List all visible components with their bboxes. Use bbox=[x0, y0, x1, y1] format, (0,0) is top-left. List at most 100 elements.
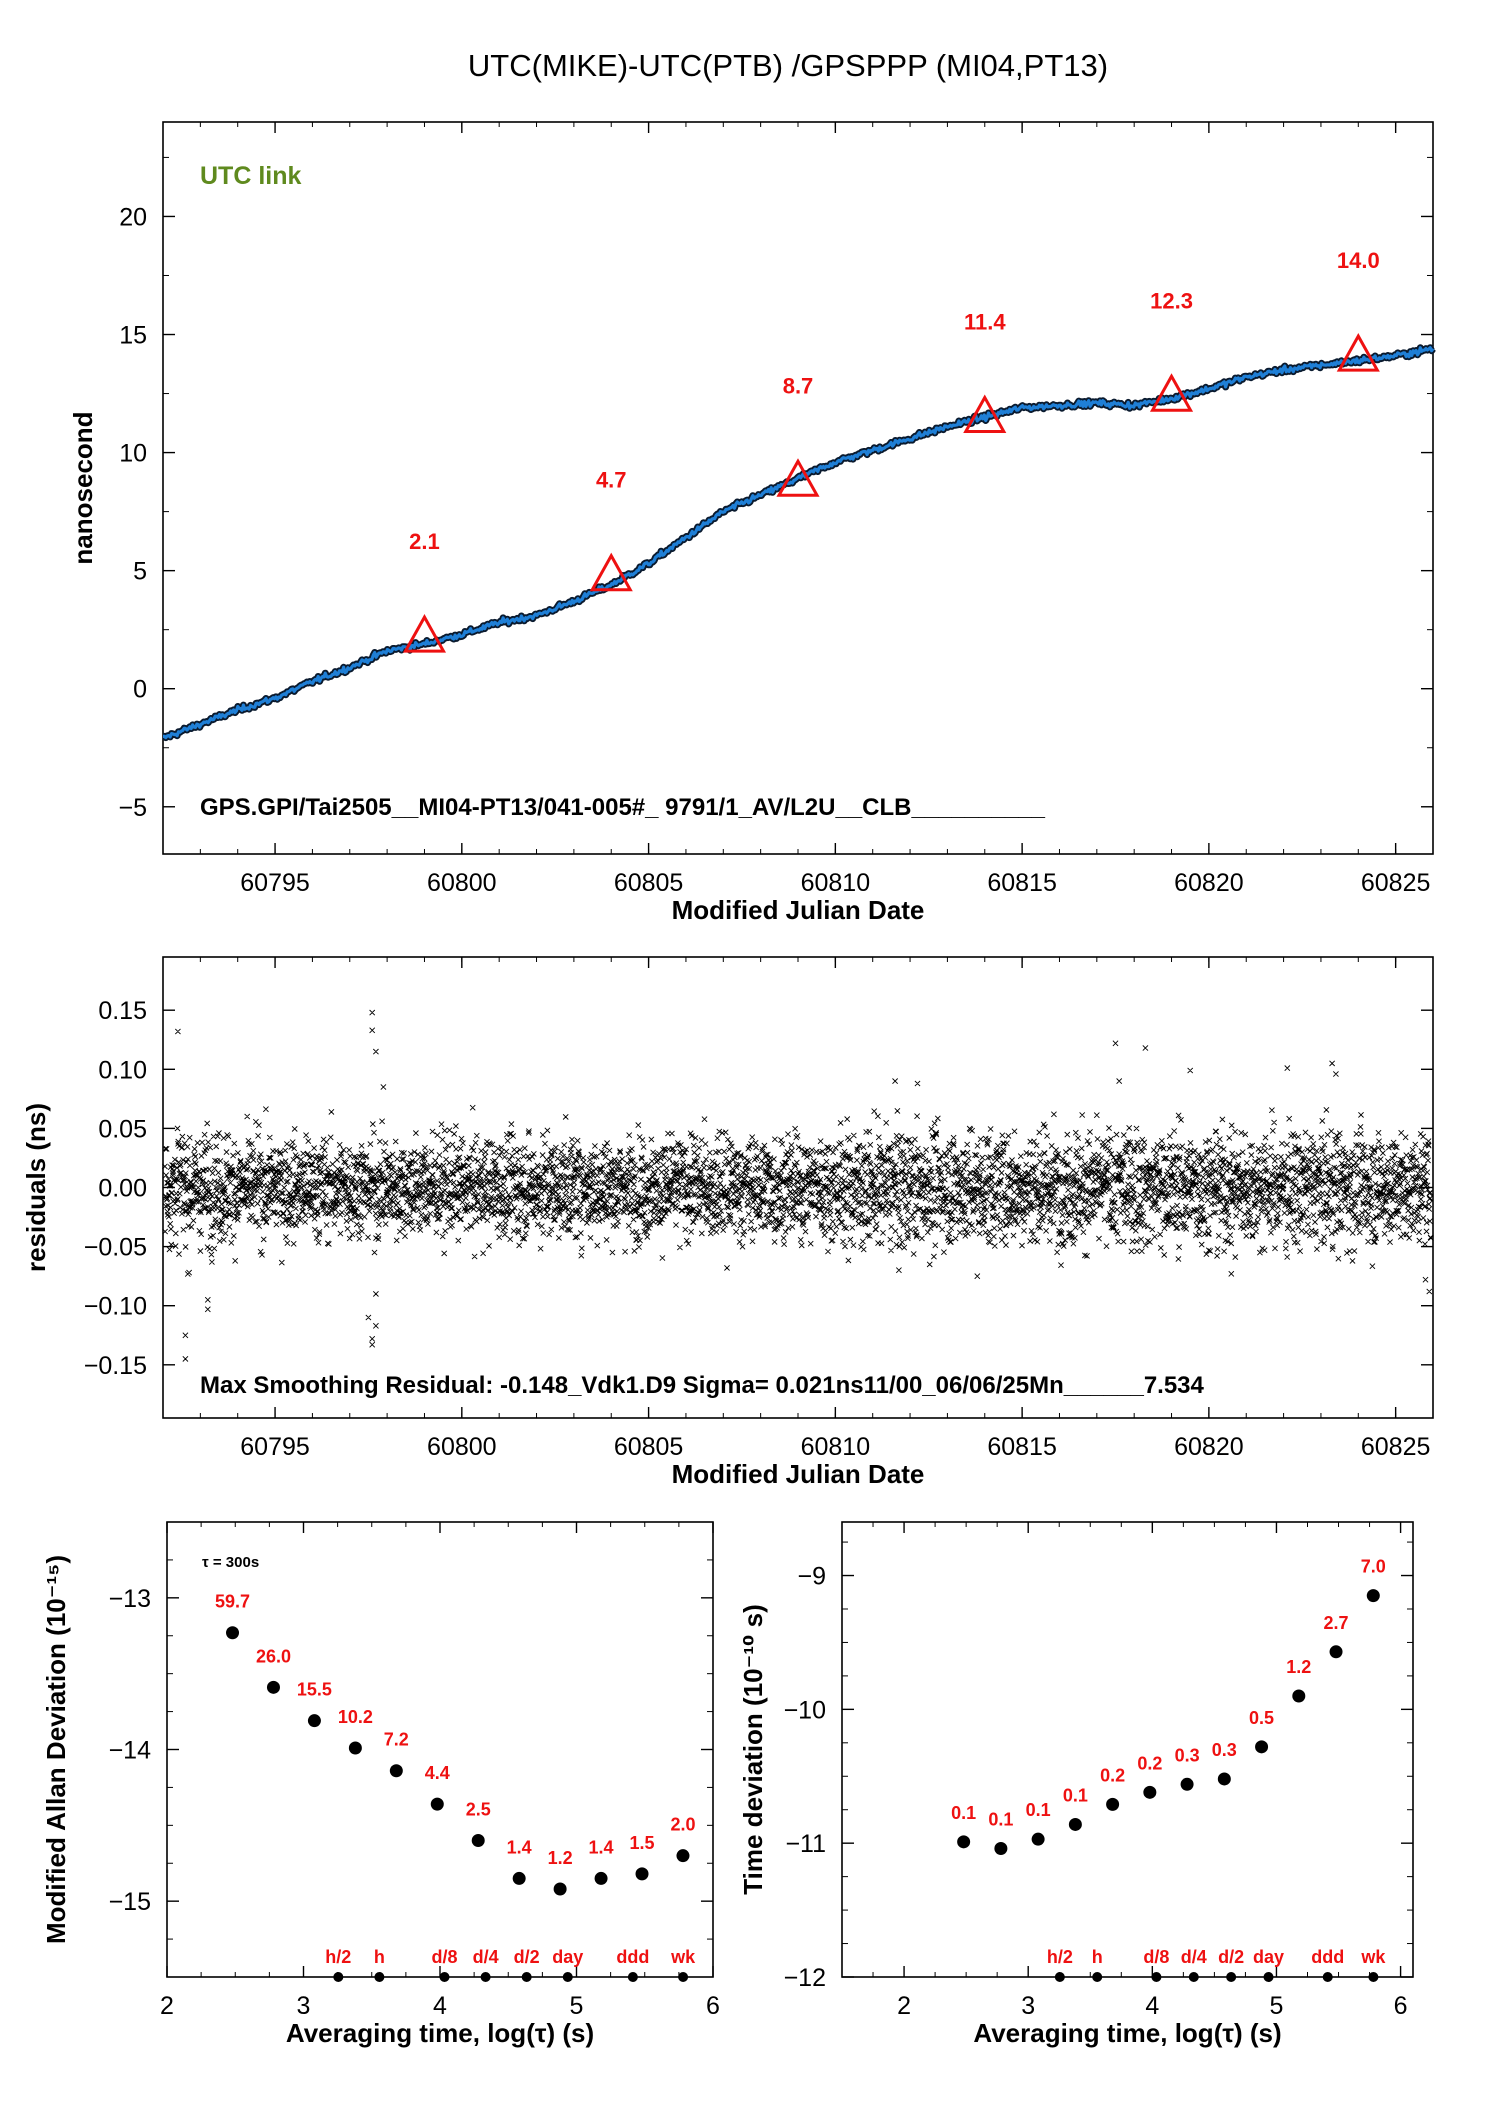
interval-label: d/4 bbox=[1181, 1947, 1207, 1967]
interval-mark bbox=[1263, 1972, 1274, 1982]
data-point bbox=[676, 1849, 690, 1863]
interval-mark bbox=[439, 1972, 450, 1982]
triangle-marker bbox=[776, 458, 820, 497]
y-tick-label: −12 bbox=[784, 1964, 826, 1992]
series-line bbox=[162, 346, 1435, 740]
x-tick-label: 2 bbox=[160, 1992, 174, 2020]
interval-label: h bbox=[1092, 1947, 1103, 1967]
x-tick-label: 60815 bbox=[987, 1433, 1057, 1461]
marker-label: 2.1 bbox=[409, 529, 440, 554]
y-tick-label: 15 bbox=[119, 322, 147, 350]
data-point bbox=[471, 1834, 485, 1847]
x-tick-label: 5 bbox=[1270, 1992, 1284, 2020]
data-point bbox=[635, 1867, 649, 1881]
data-point bbox=[1217, 1772, 1231, 1786]
interval-label: d/8 bbox=[1143, 1947, 1169, 1967]
x-tick-label: 60800 bbox=[427, 1433, 497, 1461]
series-line-outline bbox=[160, 344, 1436, 742]
interval-label: h/2 bbox=[325, 1947, 351, 1967]
triangle-marker bbox=[589, 552, 633, 592]
y-axis-label: Modified Allan Deviation (10⁻¹⁵) bbox=[41, 1555, 71, 1944]
x-tick-label: 60805 bbox=[614, 1433, 684, 1461]
data-label: 10.2 bbox=[338, 1707, 373, 1727]
interval-mark bbox=[480, 1972, 491, 1982]
data-point bbox=[266, 1680, 280, 1694]
data-label: 0.1 bbox=[951, 1803, 976, 1823]
y-tick-label: −0.05 bbox=[84, 1234, 147, 1262]
data-label: 1.2 bbox=[548, 1848, 573, 1868]
interval-mark bbox=[678, 1972, 689, 1982]
data-point bbox=[430, 1797, 444, 1811]
y-tick-label: −10 bbox=[784, 1696, 826, 1724]
x-tick-label: 4 bbox=[433, 1992, 447, 2020]
y-tick-label: 20 bbox=[119, 203, 147, 231]
interval-label: d/4 bbox=[473, 1947, 499, 1967]
interval-label: h/2 bbox=[1047, 1947, 1073, 1967]
data-label: 2.0 bbox=[670, 1815, 695, 1835]
interval-mark bbox=[521, 1972, 532, 1982]
interval-mark bbox=[1092, 1972, 1103, 1982]
interval-mark bbox=[562, 1972, 573, 1982]
data-point bbox=[1106, 1797, 1120, 1811]
y-tick-label: 0.10 bbox=[98, 1056, 147, 1084]
x-tick-label: 60825 bbox=[1361, 869, 1431, 897]
interval-label: wk bbox=[670, 1947, 696, 1967]
interval-mark bbox=[1226, 1972, 1237, 1982]
y-tick-label: −15 bbox=[109, 1888, 151, 1916]
data-point bbox=[594, 1871, 608, 1885]
footer-note: Max Smoothing Residual: -0.148_Vdk1.D9 S… bbox=[200, 1372, 1205, 1399]
x-tick-label: 60795 bbox=[240, 1433, 310, 1461]
y-axis-label: residuals (ns) bbox=[21, 1103, 51, 1272]
plot-frame bbox=[841, 1521, 1414, 1978]
data-label: 7.0 bbox=[1361, 1557, 1386, 1577]
x-tick-label: 6 bbox=[1394, 1992, 1408, 2020]
interval-label: day bbox=[552, 1947, 583, 1967]
y-tick-label: 0.15 bbox=[98, 997, 147, 1025]
data-point bbox=[1068, 1817, 1082, 1831]
footer-note: GPS.GPI/Tai2505__MI04-PT13/041-005#_ 979… bbox=[200, 794, 1046, 821]
interval-label: d/8 bbox=[431, 1947, 457, 1967]
x-tick-label: 5 bbox=[570, 1992, 584, 2020]
data-label: 0.1 bbox=[1026, 1800, 1051, 1820]
interval-mark bbox=[1151, 1972, 1162, 1982]
x-tick-label: 60810 bbox=[801, 869, 871, 897]
data-label: 2.7 bbox=[1324, 1613, 1349, 1633]
interval-mark bbox=[627, 1972, 638, 1982]
x-axis-label: Averaging time, log(τ) (s) bbox=[973, 2018, 1281, 2048]
y-tick-label: −0.10 bbox=[84, 1293, 147, 1321]
interval-mark bbox=[1368, 1972, 1379, 1982]
x-tick-label: 60825 bbox=[1361, 1433, 1431, 1461]
data-label: 0.3 bbox=[1212, 1740, 1237, 1760]
y-tick-label: −11 bbox=[785, 1830, 826, 1858]
y-tick-label: −5 bbox=[118, 794, 147, 822]
data-label: 1.2 bbox=[1286, 1657, 1311, 1677]
data-point bbox=[389, 1764, 403, 1778]
interval-label: wk bbox=[1360, 1947, 1386, 1967]
x-tick-label: 60795 bbox=[240, 869, 310, 897]
data-point bbox=[1366, 1589, 1380, 1603]
data-label: 0.1 bbox=[1063, 1785, 1088, 1805]
x-tick-label: 2 bbox=[897, 1992, 911, 2020]
time-deviation-panel: 2 3 4 5 6 −12 −11 −10 −9 Averaging time, log(τ) (… bbox=[738, 1521, 1414, 2048]
interval-label: h bbox=[374, 1947, 385, 1967]
x-tick-label: 4 bbox=[1145, 1992, 1159, 2020]
y-tick-label: 0.05 bbox=[98, 1115, 147, 1143]
data-label: 26.0 bbox=[256, 1646, 291, 1666]
triangle-marker bbox=[963, 394, 1007, 434]
y-tick-label: 0 bbox=[133, 676, 147, 704]
y-tick-label: 10 bbox=[119, 440, 147, 468]
residuals-panel: 60795 60800 60805 60810 60815 60820 60825 −0.15… bbox=[21, 956, 1434, 1489]
x-tick-label: 60810 bbox=[801, 1433, 871, 1461]
y-tick-label: −0.15 bbox=[84, 1352, 147, 1380]
interval-mark bbox=[1322, 1972, 1333, 1982]
data-label: 1.5 bbox=[630, 1833, 655, 1853]
interval-mark bbox=[1188, 1972, 1199, 1982]
data-point bbox=[553, 1882, 567, 1896]
y-tick-label: −14 bbox=[109, 1737, 152, 1765]
data-label: 4.4 bbox=[425, 1763, 450, 1783]
y-tick-label: −13 bbox=[109, 1585, 151, 1613]
marker-label: 4.7 bbox=[596, 468, 627, 493]
data-label: 0.3 bbox=[1175, 1745, 1200, 1765]
